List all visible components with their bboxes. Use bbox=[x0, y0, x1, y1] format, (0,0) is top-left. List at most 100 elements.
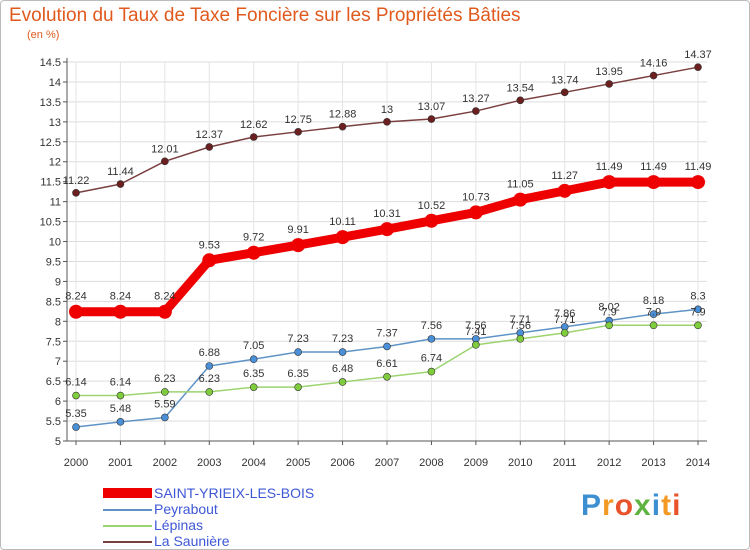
series-3-point bbox=[249, 133, 258, 141]
legend-label-lepinas: Lépinas bbox=[154, 517, 204, 533]
x-tick-label: 2005 bbox=[286, 457, 310, 469]
series-3-point bbox=[72, 189, 80, 197]
series-1-data-label: 7.23 bbox=[332, 333, 353, 345]
series-3-data-label: 12.75 bbox=[284, 114, 312, 126]
series-0-data-label: 9.72 bbox=[243, 232, 264, 244]
x-tick-label: 2012 bbox=[597, 457, 621, 469]
series-2-point bbox=[560, 329, 569, 337]
series-0-point bbox=[557, 183, 572, 198]
series-0-data-label: 8.24 bbox=[110, 291, 131, 303]
series-2-data-label: 6.74 bbox=[421, 353, 442, 365]
series-0-point bbox=[157, 304, 172, 319]
series-1-data-label: 7.23 bbox=[287, 333, 308, 345]
series-2-data-label: 7.9 bbox=[690, 306, 705, 318]
legend-swatch-saint-yrieix bbox=[103, 488, 152, 498]
series-0-data-label: 9.53 bbox=[199, 239, 220, 251]
legend-label-la-sauniere: La Saunière bbox=[154, 533, 230, 549]
series-0-data-label: 8.24 bbox=[65, 291, 86, 303]
series-1-data-label: 7.71 bbox=[510, 314, 531, 326]
series-2-point bbox=[205, 388, 214, 396]
series-2-data-label: 7.41 bbox=[465, 326, 486, 338]
y-tick-label: 14 bbox=[49, 77, 61, 89]
series-0-data-label: 10.31 bbox=[373, 208, 401, 220]
x-tick-label: 2009 bbox=[464, 457, 488, 469]
series-3-point bbox=[294, 128, 302, 136]
series-1-data-label: 5.48 bbox=[110, 403, 131, 415]
series-3-data-label: 12.37 bbox=[196, 129, 224, 141]
series-2-data-label: 6.14 bbox=[65, 377, 86, 389]
series-1-point bbox=[649, 310, 658, 318]
series-2-point bbox=[649, 321, 658, 330]
series-1-data-label: 8.02 bbox=[598, 302, 619, 314]
series-3-point bbox=[560, 88, 569, 97]
series-0-data-label: 10.73 bbox=[462, 191, 490, 203]
y-tick-label: 7 bbox=[55, 356, 61, 368]
y-axis-unit: (en %) bbox=[27, 29, 60, 41]
series-1-data-label: 7.37 bbox=[376, 327, 397, 339]
series-3-data-label: 13.07 bbox=[418, 101, 446, 113]
y-tick-label: 6 bbox=[55, 396, 61, 408]
series-0-data-label: 9.91 bbox=[287, 224, 308, 236]
series-3-point bbox=[383, 118, 391, 126]
x-tick-label: 2013 bbox=[641, 457, 665, 469]
x-tick-label: 2008 bbox=[419, 457, 443, 469]
series-0-point bbox=[202, 253, 217, 268]
series-0-data-label: 10.52 bbox=[418, 200, 446, 212]
series-0-point bbox=[646, 175, 661, 190]
y-tick-label: 11.5 bbox=[40, 177, 61, 189]
series-1-point bbox=[383, 342, 391, 351]
y-tick-label: 12 bbox=[49, 157, 61, 169]
series-2-point bbox=[161, 388, 169, 396]
series-2-point bbox=[472, 341, 480, 349]
series-0-data-label: 11.49 bbox=[640, 161, 667, 173]
series-1-data-label: 7.05 bbox=[243, 340, 264, 352]
series-0-point bbox=[691, 175, 705, 190]
series-1-point bbox=[249, 355, 258, 364]
y-tick-label: 6.5 bbox=[46, 376, 61, 388]
y-tick-label: 13 bbox=[49, 117, 61, 129]
series-1-point bbox=[694, 305, 702, 314]
series-1-point bbox=[427, 335, 436, 343]
series-1-point bbox=[294, 348, 302, 356]
x-tick-label: 2014 bbox=[686, 457, 710, 469]
x-tick-label: 2006 bbox=[330, 457, 354, 469]
series-0-point bbox=[602, 175, 617, 190]
series-2-point bbox=[294, 383, 302, 391]
y-tick-label: 5.5 bbox=[46, 416, 61, 428]
series-3-point bbox=[694, 63, 702, 71]
y-tick-label: 11 bbox=[50, 197, 61, 209]
legend-label-peyrabout: Peyrabout bbox=[154, 501, 218, 517]
series-1-data-label: 5.59 bbox=[154, 398, 175, 410]
series-2-data-label: 6.23 bbox=[154, 373, 175, 385]
x-tick-label: 2000 bbox=[64, 457, 88, 469]
series-1-data-label: 7.56 bbox=[421, 320, 442, 332]
series-3-point bbox=[605, 80, 613, 88]
y-tick-label: 10.5 bbox=[40, 217, 61, 229]
series-3-point bbox=[205, 143, 214, 151]
series-2-data-label: 6.35 bbox=[287, 368, 308, 380]
series-3-data-label: 11.44 bbox=[107, 166, 134, 178]
series-1-data-label: 8.3 bbox=[690, 290, 705, 302]
y-tick-label: 13.5 bbox=[40, 97, 61, 109]
series-3-data-label: 13.54 bbox=[507, 82, 535, 94]
series-2-point bbox=[72, 391, 80, 400]
series-1-data-label: 5.35 bbox=[65, 408, 86, 420]
series-3-data-label: 13 bbox=[381, 104, 393, 116]
y-tick-label: 7.5 bbox=[46, 336, 61, 348]
legend-swatch-lepinas bbox=[103, 525, 152, 527]
series-3-point bbox=[338, 122, 347, 131]
series-3-data-label: 14.37 bbox=[684, 49, 712, 61]
series-3-data-label: 13.74 bbox=[551, 74, 579, 86]
series-0-point bbox=[113, 304, 128, 319]
series-1-point bbox=[72, 423, 80, 431]
legend-label-saint-yrieix: SAINT-YRIEIX-LES-BOIS bbox=[154, 485, 315, 501]
series-3-data-label: 12.88 bbox=[329, 109, 357, 121]
y-tick-label: 8.5 bbox=[46, 296, 61, 308]
series-2-data-label: 7.56 bbox=[510, 320, 531, 332]
series-3-data-label: 13.95 bbox=[595, 66, 623, 78]
series-2-data-label: 7.9 bbox=[601, 306, 616, 318]
series-3-point bbox=[161, 157, 169, 166]
series-3-data-label: 12.01 bbox=[151, 143, 179, 155]
